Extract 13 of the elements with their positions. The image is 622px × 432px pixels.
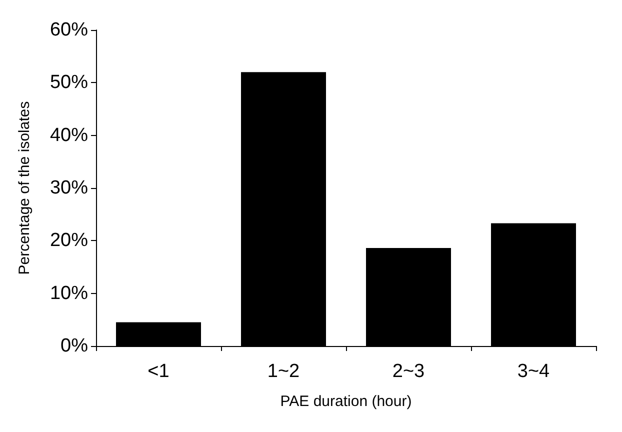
- x-tick-label: 3~4: [517, 361, 550, 382]
- x-tick-label: <1: [148, 361, 170, 382]
- x-tick-label: 2~3: [392, 361, 425, 382]
- y-tick-label: 60%: [50, 20, 88, 40]
- x-axis-title: PAE duration (hour): [280, 393, 412, 410]
- y-tick-label: 40%: [50, 124, 88, 146]
- y-tick-label: 20%: [50, 230, 88, 252]
- y-tick-label: 10%: [50, 282, 88, 304]
- y-tick-label: 50%: [50, 72, 88, 94]
- y-axis-title: Percentage of the isolates: [16, 101, 33, 275]
- y-tick-label: 0%: [60, 336, 88, 356]
- y-tick-label: 30%: [50, 178, 88, 198]
- x-tick-label: 1~2: [267, 361, 300, 382]
